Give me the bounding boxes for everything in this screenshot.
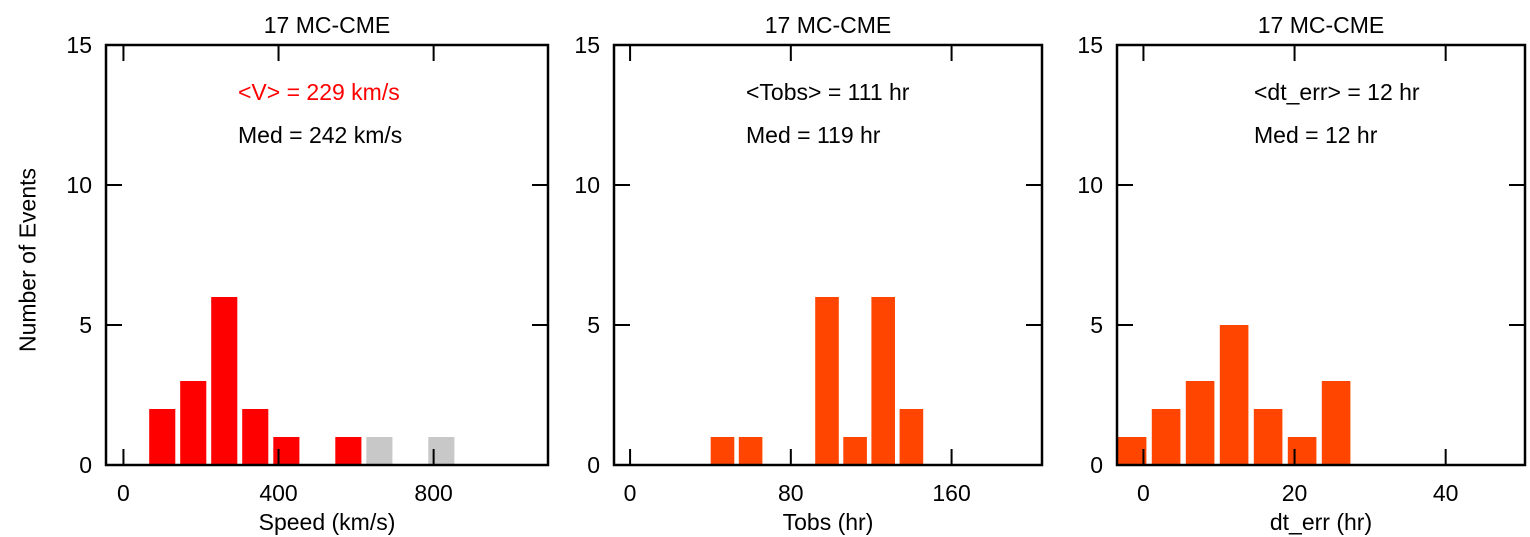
mean-annotation: <dt_err> = 12 hr bbox=[1254, 79, 1420, 105]
y-tick-label: 15 bbox=[66, 32, 92, 58]
x-tick-label: 160 bbox=[932, 480, 970, 506]
y-tick-label: 15 bbox=[1077, 32, 1103, 58]
histogram-bar bbox=[1185, 381, 1215, 465]
histogram-bar bbox=[366, 437, 393, 465]
x-tick-label: 40 bbox=[1433, 480, 1459, 506]
x-tick-label: 80 bbox=[778, 480, 804, 506]
x-tick-label: 400 bbox=[259, 480, 297, 506]
shared-y-axis-label-container: Number of Events bbox=[8, 140, 48, 380]
panel-title: 17 MC-CME bbox=[765, 12, 892, 38]
plot-frame bbox=[612, 43, 1044, 467]
x-axis-label: Speed (km/s) bbox=[259, 509, 396, 535]
x-axis-label: dt_err (hr) bbox=[1270, 509, 1372, 535]
panel-title: 17 MC-CME bbox=[264, 12, 391, 38]
y-tick-label: 0 bbox=[79, 452, 92, 478]
histogram-bar bbox=[428, 437, 455, 465]
y-tick-label: 0 bbox=[587, 452, 600, 478]
plot-frame bbox=[104, 43, 550, 467]
y-tick-label: 5 bbox=[587, 312, 600, 338]
histogram-bar bbox=[1219, 325, 1249, 465]
histogram-bar bbox=[211, 297, 238, 465]
median-annotation: Med = 119 hr bbox=[746, 122, 881, 148]
x-tick-label: 800 bbox=[414, 480, 452, 506]
histogram-panel-2: 0 5 10 15 0 80 160 17 MC-CME Tobs (hr) <Tobs> = 1… bbox=[574, 12, 1044, 535]
y-tick-label: 15 bbox=[574, 32, 600, 58]
mean-annotation: <V> = 229 km/s bbox=[238, 79, 400, 105]
x-axis-label: Tobs (hr) bbox=[783, 509, 874, 535]
histogram-bar bbox=[1117, 437, 1147, 465]
histogram-bar bbox=[1253, 409, 1283, 465]
histogram-bar bbox=[710, 437, 735, 465]
y-tick-label: 10 bbox=[1077, 172, 1103, 198]
histogram-bar bbox=[180, 381, 207, 465]
x-tick-label: 20 bbox=[1282, 480, 1308, 506]
panel-title: 17 MC-CME bbox=[1258, 12, 1385, 38]
histogram-bar bbox=[1321, 381, 1351, 465]
y-tick-label: 10 bbox=[574, 172, 600, 198]
median-annotation: Med = 242 km/s bbox=[238, 122, 402, 148]
histogram-bar bbox=[1287, 437, 1317, 465]
histogram-bar bbox=[335, 437, 362, 465]
histogram-panel-3: 0 5 10 15 0 20 40 17 MC-CME dt_err (hr) <dt_err> … bbox=[1077, 12, 1527, 535]
x-tick-label: 0 bbox=[117, 480, 130, 506]
histogram-bar bbox=[1151, 409, 1181, 465]
histogram-bar bbox=[871, 297, 895, 465]
histogram-bar bbox=[815, 297, 839, 465]
mean-annotation: <Tobs> = 111 hr bbox=[746, 79, 910, 105]
histogram-bar bbox=[149, 409, 176, 465]
x-tick-label: 0 bbox=[1137, 480, 1150, 506]
plot-frame bbox=[1115, 43, 1527, 467]
y-tick-label: 0 bbox=[1090, 452, 1103, 478]
y-tick-label: 10 bbox=[66, 172, 92, 198]
histogram-bar bbox=[273, 437, 300, 465]
y-axis-label: Number of Events bbox=[14, 167, 41, 353]
histogram-bar bbox=[899, 409, 924, 465]
histogram-bar bbox=[738, 437, 763, 465]
histogram-bar bbox=[843, 437, 867, 465]
y-tick-label: 5 bbox=[1090, 312, 1103, 338]
median-annotation: Med = 12 hr bbox=[1254, 122, 1378, 148]
y-tick-label: 5 bbox=[79, 312, 92, 338]
histogram-bar bbox=[242, 409, 269, 465]
x-tick-label: 0 bbox=[624, 480, 637, 506]
histogram-panel-1: 0 5 10 15 0 400 800 17 MC-CME Speed (km/s) <V> = … bbox=[66, 12, 550, 535]
